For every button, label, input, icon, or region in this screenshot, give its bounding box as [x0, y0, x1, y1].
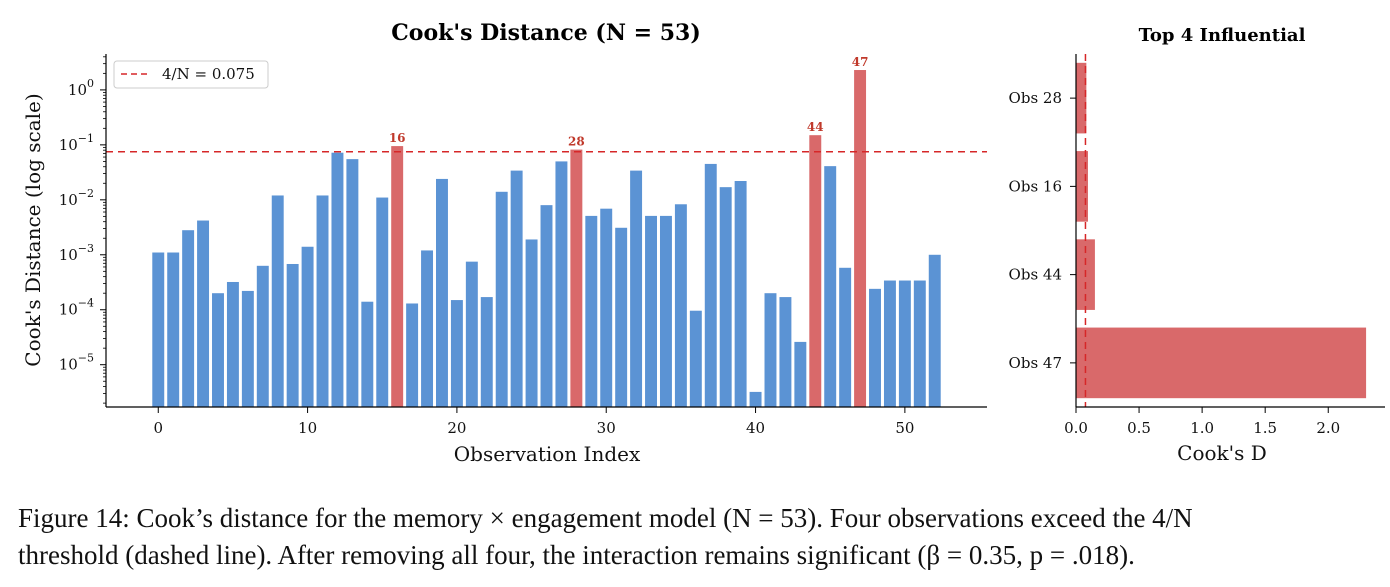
bar [421, 250, 434, 407]
main-chart-title: Cook's Distance (N = 53) [391, 20, 700, 46]
bar [630, 170, 643, 407]
bar [779, 297, 792, 407]
side-chart-title: Top 4 Influential [1139, 25, 1306, 46]
bar-annotation-label: 16 [389, 131, 406, 145]
side-category-label: Obs 16 [1009, 177, 1062, 195]
side-bar [1076, 62, 1087, 134]
side-bars [1076, 62, 1367, 399]
main-bar-annotations: 16 28 44 47 [389, 55, 869, 149]
bar [152, 252, 165, 407]
bar [659, 215, 672, 407]
x-tick-label: 10 [298, 419, 317, 437]
x-tick-label: 20 [447, 419, 466, 437]
caption-line-1: Figure 14: Cook’s distance for the memor… [18, 503, 1193, 533]
bar [839, 267, 852, 407]
bar [600, 208, 613, 407]
side-x-tick-label: 0.5 [1127, 419, 1151, 437]
bar [212, 293, 224, 407]
bar-influential [391, 146, 404, 407]
bar-annotation-label: 47 [852, 55, 869, 69]
bar [525, 239, 538, 407]
bar [704, 163, 717, 407]
bar [465, 261, 478, 407]
side-x-tick-label: 1.0 [1190, 419, 1214, 437]
figure-caption: Figure 14: Cook’s distance for the memor… [18, 500, 1383, 574]
y-tick-label: 100 [68, 77, 94, 99]
cooks-distance-figure: Cook's Distance (N = 53) Cook's Distance… [21, 20, 1385, 466]
side-category-label: Obs 47 [1009, 354, 1062, 372]
bar [331, 152, 344, 407]
x-tick-label: 40 [746, 419, 765, 437]
bar [674, 204, 687, 407]
bar [480, 297, 493, 407]
side-x-tick-label: 1.5 [1253, 419, 1277, 437]
bar [406, 303, 419, 407]
bar-influential [570, 149, 583, 407]
bar [764, 293, 777, 407]
legend-box [113, 60, 269, 89]
bar [436, 178, 448, 407]
bar [241, 290, 254, 407]
side-x-tick-label: 0.0 [1064, 419, 1088, 437]
bar [913, 280, 926, 407]
bar [540, 205, 553, 407]
bar [361, 301, 374, 407]
bar-annotation-label: 28 [568, 135, 585, 149]
caption-line-2: threshold (dashed line). After removing … [18, 540, 1135, 570]
bar [689, 310, 702, 407]
main-ylabel: Cook's Distance (log scale) [21, 93, 45, 366]
bar [615, 227, 628, 407]
y-tick-label: 10−5 [59, 352, 94, 374]
bar [301, 246, 314, 407]
bar [898, 280, 911, 407]
side-category-label: Obs 28 [1009, 89, 1062, 107]
legend-threshold-label: 4/N = 0.075 [162, 65, 255, 83]
bar [167, 252, 180, 407]
bar [271, 195, 284, 407]
main-legend: 4/N = 0.075 [113, 60, 269, 89]
bar [226, 281, 239, 407]
bar-annotation-label: 44 [807, 120, 824, 134]
bar [585, 215, 598, 407]
bar-influential [809, 135, 822, 407]
y-tick-label: 10−2 [59, 187, 94, 209]
side-category-label: Obs 44 [1009, 266, 1062, 284]
side-xlabel: Cook's D [1177, 441, 1267, 465]
bar [286, 263, 299, 407]
side-bar [1076, 151, 1088, 222]
bar [749, 391, 762, 407]
bar [645, 215, 657, 407]
y-tick-label: 10−4 [59, 297, 94, 319]
bar [376, 197, 389, 407]
side-bar [1076, 327, 1367, 399]
x-tick-label: 30 [597, 419, 616, 437]
bar [928, 254, 941, 407]
bar [555, 161, 568, 407]
bar [346, 159, 359, 407]
bar [182, 230, 195, 407]
side-x-tick-label: 2.0 [1316, 419, 1340, 437]
x-tick-label: 50 [895, 419, 914, 437]
bar-influential [854, 70, 867, 408]
bar [883, 280, 896, 407]
x-tick-label: 0 [153, 419, 163, 437]
bar [197, 220, 210, 407]
side-axes: Obs 28 Obs 16 Obs 44 Obs 47 0.0 0.5 1.0 1.5 2.0 [1009, 54, 1385, 437]
main-chart: Cook's Distance (N = 53) Cook's Distance… [21, 20, 987, 466]
bar [256, 265, 269, 407]
bar [510, 170, 523, 407]
bar [824, 166, 837, 407]
bar [794, 341, 807, 407]
main-xlabel: Observation Index [454, 442, 641, 466]
main-bars [152, 70, 941, 408]
bar [450, 300, 463, 407]
bar [734, 181, 747, 407]
y-tick-label: 10−3 [59, 242, 94, 264]
bar [869, 288, 881, 407]
bar [316, 195, 329, 407]
bar [719, 187, 732, 407]
bar [495, 191, 508, 407]
y-tick-label: 10−1 [59, 132, 94, 154]
